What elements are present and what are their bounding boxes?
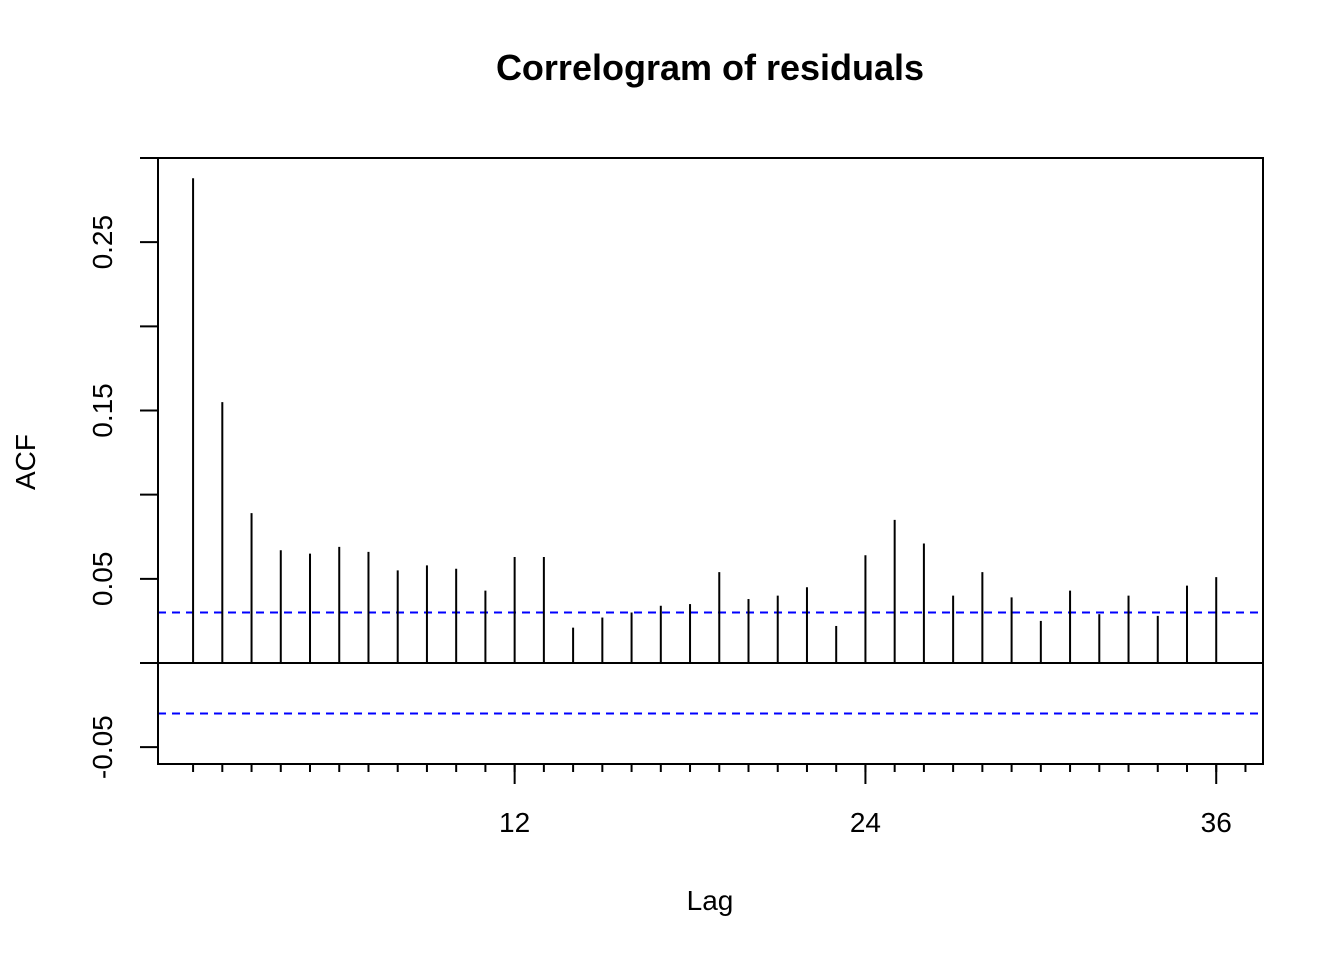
x-tick-label: 24: [850, 807, 881, 838]
chart-title: Correlogram of residuals: [496, 47, 924, 88]
plot-marks: -0.05 0.05 0.15 0.25 12 24 36: [87, 157, 1263, 838]
x-axis-title: Lag: [687, 885, 734, 916]
y-tick-label: -0.05: [87, 715, 118, 779]
x-tick-label: 12: [499, 807, 530, 838]
y-tick-label: 0.05: [87, 552, 118, 607]
y-axis-title: ACF: [10, 434, 41, 490]
plot-frame: [157, 157, 1264, 765]
y-tick-label: 0.25: [87, 215, 118, 270]
y-tick-label: 0.15: [87, 383, 118, 438]
x-tick-label: 36: [1201, 807, 1232, 838]
